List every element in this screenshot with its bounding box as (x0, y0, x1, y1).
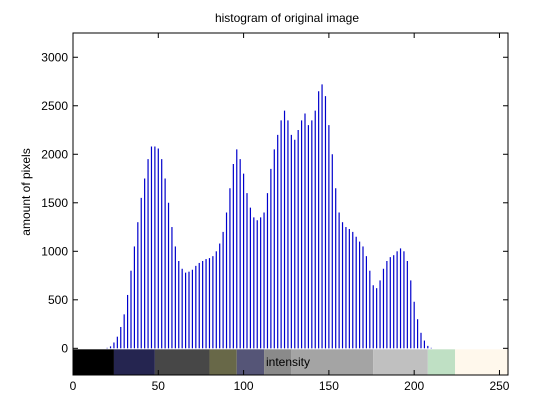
colorbar-segment (154, 349, 210, 375)
y-tick-label: 0 (61, 341, 68, 355)
y-tick-label: 2500 (41, 99, 68, 113)
colorbar-segment (236, 349, 265, 375)
histogram-bars (106, 84, 432, 349)
colorbar-segment (264, 349, 292, 375)
colorbar-segment (209, 349, 237, 375)
x-tick-label: 100 (234, 379, 254, 393)
y-tick-label: 1500 (41, 196, 68, 210)
colorbar-segment (427, 349, 456, 375)
y-axis: 0 500 1000 1500 2000 2500 3000 (41, 50, 508, 355)
y-tick-label: 2000 (41, 147, 68, 161)
x-tick-label: 200 (404, 379, 424, 393)
x-tick-label: 0 (70, 379, 77, 393)
chart-title: histogram of original image (215, 11, 359, 25)
y-tick-label: 3000 (41, 50, 68, 64)
y-axis-label: amount of pixels (19, 148, 33, 235)
colorbar-segment (373, 349, 428, 375)
x-tick-label: 150 (319, 379, 339, 393)
colorbar-segment (455, 349, 508, 375)
colorbar-segment (73, 349, 114, 375)
x-tick-label: 250 (489, 379, 509, 393)
x-axis-label: intensity (266, 355, 310, 369)
y-tick-label: 1000 (41, 244, 68, 258)
colorbar-segment (291, 349, 374, 375)
intensity-colorbar (73, 349, 508, 375)
y-tick-label: 500 (48, 293, 68, 307)
x-tick-label: 50 (152, 379, 166, 393)
colorbar-segment (113, 349, 155, 375)
axes-frame (72, 32, 509, 376)
x-axis: 0 50 100 150 200 250 (70, 33, 510, 393)
